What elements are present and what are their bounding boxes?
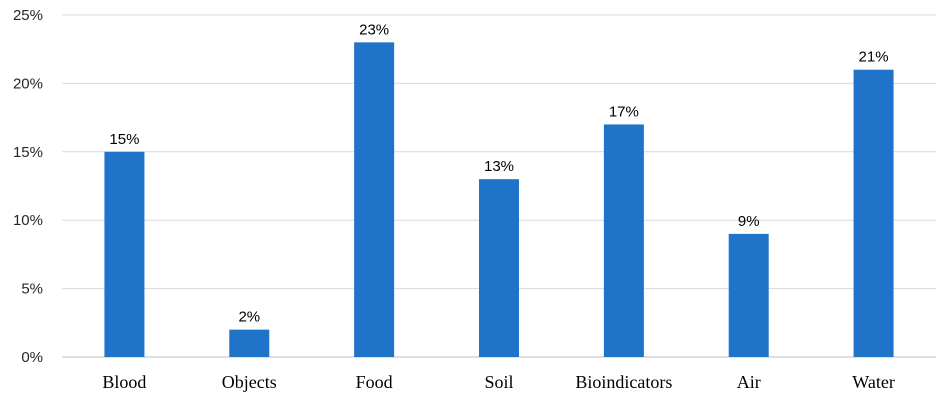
data-label: 23%: [359, 21, 389, 38]
y-tick-label: 25%: [13, 7, 43, 24]
data-label: 21%: [859, 49, 889, 66]
bar-objects: [229, 329, 270, 357]
bar-bioindicators: [603, 124, 644, 357]
bar-soil: [479, 179, 519, 357]
bars: [104, 42, 894, 358]
bar-water: [853, 69, 894, 357]
data-label: 13%: [484, 158, 514, 175]
x-axis-ticks: Blood Objects Food Soil Bioindicators Air Wate…: [102, 372, 894, 392]
data-label: 17%: [609, 103, 639, 120]
x-tick-label: Bioindicators: [575, 372, 672, 392]
data-label: 9%: [738, 213, 760, 230]
y-tick-label: 15%: [13, 144, 43, 161]
data-label: 2%: [238, 309, 260, 326]
y-tick-label: 10%: [13, 212, 43, 229]
x-tick-label: Air: [737, 372, 761, 392]
x-tick-label: Blood: [102, 372, 146, 392]
y-axis-ticks: 0% 5% 10% 15% 20% 25%: [13, 7, 43, 366]
bar-air: [728, 233, 769, 357]
y-tick-label: 0%: [21, 349, 43, 366]
bar-food: [354, 42, 395, 358]
bar-blood: [104, 151, 145, 357]
y-tick-label: 5%: [21, 281, 43, 298]
x-tick-label: Food: [356, 372, 393, 392]
data-labels: 15% 2% 23% 13% 17% 9% 21%: [109, 21, 888, 325]
x-tick-label: Water: [852, 372, 895, 392]
data-label: 15%: [109, 131, 139, 148]
y-tick-label: 20%: [13, 75, 43, 92]
x-tick-label: Objects: [222, 372, 277, 392]
x-tick-label: Soil: [484, 372, 513, 392]
